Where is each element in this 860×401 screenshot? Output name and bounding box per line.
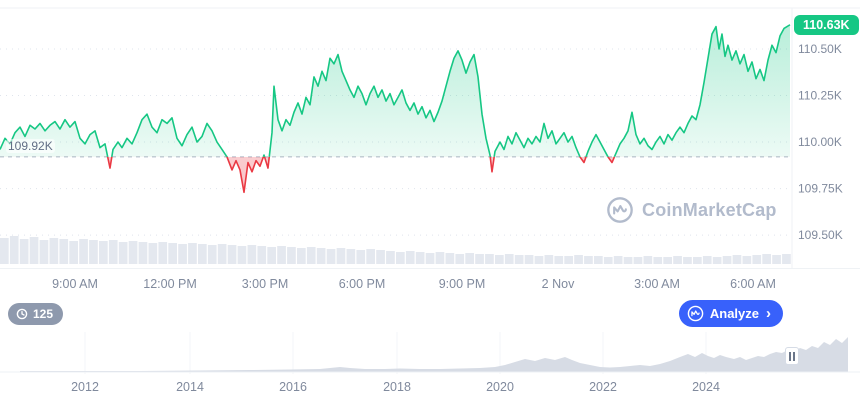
- minichart-canvas: [0, 332, 860, 374]
- y-axis-label: 110.50K: [798, 42, 842, 56]
- analyze-label: Analyze: [709, 306, 759, 321]
- handle-bar: [789, 351, 791, 361]
- year-label: 2016: [279, 380, 307, 394]
- x-axis-label: 6:00 AM: [730, 277, 776, 291]
- x-axis: 9:00 AM 12:00 PM 3:00 PM 6:00 PM 9:00 PM 2 No…: [0, 268, 860, 298]
- x-axis-label: 2 Nov: [541, 277, 575, 291]
- y-axis-label: 110.25K: [798, 88, 842, 102]
- counter-value: 125: [33, 307, 54, 321]
- x-axis-label: 12:00 PM: [143, 277, 197, 291]
- year-axis: 2012 2014 2016 2018 2020 2022 2024: [0, 377, 860, 397]
- analyze-button[interactable]: Analyze ›: [678, 300, 783, 327]
- year-label: 2018: [383, 380, 411, 394]
- x-axis-label: 9:00 PM: [438, 277, 486, 291]
- x-axis-label: 9:00 AM: [52, 277, 98, 291]
- chevron-right-icon: ›: [766, 305, 771, 322]
- year-label: 2024: [692, 380, 720, 394]
- main-chart[interactable]: 110.50K 110.25K 110.00K 109.75K 109.50K Coin…: [0, 0, 860, 268]
- counter-badge[interactable]: 125: [8, 303, 64, 325]
- current-price-badge: 110.63K: [794, 15, 859, 35]
- baseline-price-label: 109.92K: [6, 139, 55, 153]
- price-chart-canvas: 110.50K 110.25K 110.00K 109.75K 109.50K: [0, 7, 860, 268]
- y-axis-label: 110.00K: [798, 135, 842, 149]
- clock-icon: [16, 308, 28, 320]
- x-axis-label: 3:00 PM: [241, 277, 289, 291]
- handle-bar: [793, 351, 795, 361]
- year-label: 2014: [176, 380, 204, 394]
- y-axis-label: 109.75K: [798, 182, 843, 196]
- y-axis-label: 109.50K: [798, 228, 843, 242]
- x-axis-label: 6:00 PM: [338, 277, 386, 291]
- year-label: 2012: [71, 380, 99, 394]
- year-label: 2020: [486, 380, 514, 394]
- year-label: 2022: [589, 380, 617, 394]
- coinmarketcap-logo-icon: [687, 305, 704, 322]
- x-axis-label: 3:00 AM: [634, 277, 680, 291]
- brush-handle[interactable]: [785, 347, 799, 365]
- history-minichart[interactable]: [0, 332, 860, 374]
